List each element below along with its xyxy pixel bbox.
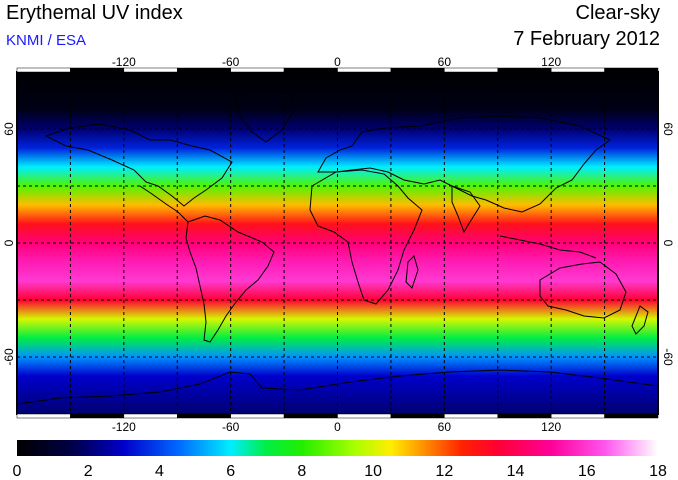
coastline-south-america (185, 215, 275, 343)
lon-tick-label: 0 (334, 420, 341, 434)
map-title: Erythemal UV index (6, 2, 183, 24)
colorbar (17, 440, 658, 456)
colorbar-tick-label: 8 (297, 463, 306, 480)
frame-segment-top (550, 67, 605, 73)
lon-tick-label: -60 (222, 55, 240, 69)
lat-tick-label: -60 (2, 348, 16, 366)
lat-tick-label: 0 (661, 240, 675, 247)
lon-tick-label: 60 (438, 420, 452, 434)
frame-segment-bottom (444, 413, 499, 419)
lat-tick-label: 60 (661, 122, 675, 136)
graticule (17, 72, 658, 414)
lat-ticks-left: 60 0 -60 (2, 122, 16, 366)
frame-segment-bottom (604, 413, 659, 419)
coastline-north-america (44, 123, 233, 207)
frame-segment-bottom (177, 413, 231, 419)
frame-segment-top (497, 67, 552, 73)
frame-segment-top (177, 67, 231, 73)
colorbar-tick-label: 4 (155, 463, 164, 480)
coastline-central-america (139, 185, 189, 223)
data-provider: KNMI / ESA (6, 32, 87, 49)
coastline-greenland (235, 87, 295, 143)
coastline-madagascar (405, 255, 419, 289)
frame-segment-bottom (283, 413, 338, 419)
map-date: 7 February 2012 (513, 28, 660, 50)
lon-tick-label: 120 (541, 55, 561, 69)
coastline-eurasia (317, 115, 611, 213)
frame-segment-bottom (390, 413, 445, 419)
colorbar-tick-label: 0 (13, 463, 22, 480)
coastline-new-zealand (631, 305, 649, 335)
coastline-africa (309, 169, 423, 305)
frame-segment-top (604, 67, 659, 73)
frame-segment-top (337, 67, 392, 73)
lat-tick-label: 60 (2, 122, 16, 136)
frame-segment-top (230, 67, 285, 73)
coastline-antarctica (17, 369, 658, 405)
lon-tick-label: -120 (112, 55, 136, 69)
coastline-australia (539, 261, 627, 319)
lon-tick-label: 60 (438, 55, 452, 69)
lon-tick-label: -60 (222, 420, 240, 434)
lat-tick-label: -60 (661, 348, 675, 366)
coastlines (17, 87, 658, 405)
sky-condition: Clear-sky (575, 2, 660, 24)
lat-tick-label: 0 (2, 239, 16, 246)
frame-segment-bottom (123, 413, 178, 419)
frame-segment-bottom (550, 413, 605, 419)
frame-segment-bottom (70, 413, 125, 419)
frame-segment-bottom (337, 413, 392, 419)
frame-segment-top (16, 67, 71, 73)
colorbar-tick-label: 10 (364, 463, 382, 480)
colorbar-ticks: 0 2 4 6 8 10 12 14 16 18 (13, 463, 667, 480)
frame-segment-bottom (230, 413, 285, 419)
colorbar-tick-label: 2 (84, 463, 93, 480)
colorbar-tick-label: 6 (226, 463, 235, 480)
lon-ticks-bottom: -120 -60 0 60 120 (112, 420, 562, 434)
colorbar-tick-label: 14 (507, 463, 525, 480)
frame-segment-top (123, 67, 178, 73)
lon-tick-label: 120 (541, 420, 561, 434)
lon-tick-label: -120 (112, 420, 136, 434)
colorbar-tick-label: 16 (578, 463, 596, 480)
lon-ticks-top: -120 -60 0 60 120 (112, 55, 562, 69)
colorbar-tick-label: 18 (649, 463, 667, 480)
frame-segment-bottom (16, 413, 71, 419)
colorbar-tick-label: 12 (435, 463, 453, 480)
coastline-india (451, 185, 481, 234)
frame-segment-top (283, 67, 338, 73)
frame-segment-top (390, 67, 445, 73)
lat-ticks-right: 60 0 -60 (661, 122, 675, 366)
lon-tick-label: 0 (334, 55, 341, 69)
frame-segment-bottom (497, 413, 552, 419)
coastline-indonesia (499, 235, 597, 259)
frame-segment-top (444, 67, 499, 73)
frame-segment-top (70, 67, 125, 73)
